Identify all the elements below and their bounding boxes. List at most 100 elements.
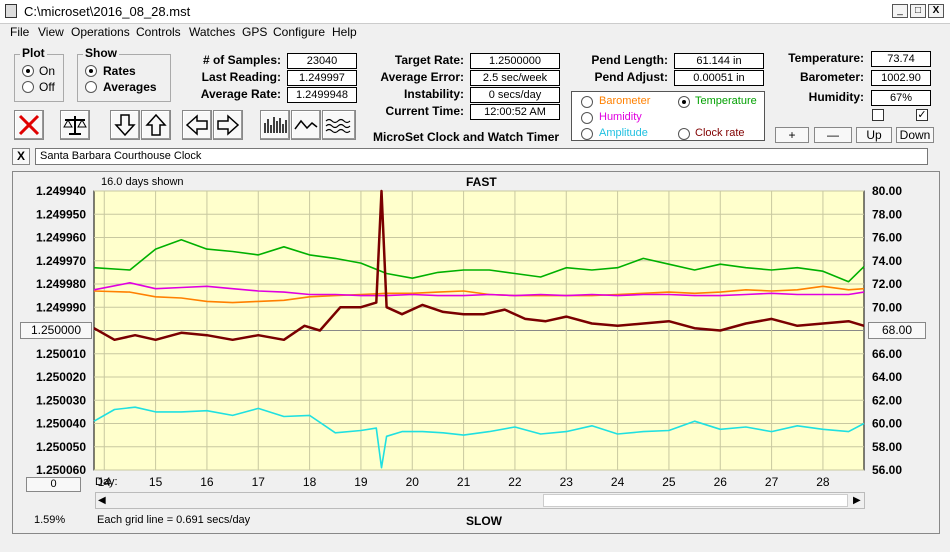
show-rates-label: Rates [103,64,136,78]
center-temp-button[interactable]: 68.00 [868,322,926,339]
minimize-button[interactable]: _ [892,4,908,18]
left-tick-label: 1.250010 [36,347,86,361]
left-tick-label: 1.250020 [36,370,86,384]
last-reading-label: Last Reading: [201,70,281,84]
pend-length-field[interactable]: 61.144 in [674,53,764,69]
left-tick-label: 1.249950 [36,207,86,221]
right-tick-label: 66.00 [872,347,902,361]
menu-controls[interactable]: Controls [136,25,181,39]
left-tick-label: 1.250030 [36,393,86,407]
scroll-right-icon[interactable]: ▶ [853,495,861,506]
temperature-series-line [93,239,865,283]
plot-on-radio[interactable] [22,65,34,77]
x-axis-ticks: 14 15 16 17 18 19 20 21 22 23 24 25 26 27 28 [98,475,830,489]
average-rate-label: Average Rate: [200,87,281,101]
menu-help[interactable]: Help [332,25,357,39]
option-checkbox-2[interactable]: ✓ [916,109,928,121]
ripple-view-button[interactable] [322,110,356,140]
menu-configure[interactable]: Configure [273,25,326,39]
center-rate-button[interactable]: 1.250000 [20,322,92,339]
scroll-left-button[interactable] [182,110,212,140]
right-tick-label: 80.00 [872,184,902,198]
amplitude-option[interactable]: Amplitude [599,127,648,139]
menu-file[interactable]: File [10,25,30,39]
histogram-view-button[interactable] [260,110,290,140]
menu-operations[interactable]: Operations [71,25,130,39]
wave-view-button[interactable] [291,110,321,140]
x-tick-label: 20 [406,475,420,489]
minus-button[interactable]: — [814,127,852,143]
left-tick-label: 1.249940 [36,184,86,198]
app-caption: MicroSet Clock and Watch Timer [373,130,560,144]
show-averages-radio[interactable] [85,81,97,93]
close-button[interactable]: X [928,4,944,18]
up-button[interactable]: Up [856,127,892,143]
target-rate-field[interactable]: 1.2500000 [470,53,560,69]
barometer-radio[interactable] [581,96,593,108]
average-error-label: Average Error: [380,70,464,84]
bars-icon [264,117,287,133]
right-tick-label: 76.00 [872,231,902,245]
right-tick-label: 58.00 [872,440,902,454]
barometer-option[interactable]: Barometer [599,95,651,107]
arrow-right-icon [217,114,240,136]
target-rate-label: Target Rate: [394,53,464,67]
window-title: C:\microset\2016_08_28.mst [24,4,191,19]
current-time-field: 12:00:52 AM [470,104,560,120]
zero-button[interactable]: 0 [26,477,81,492]
clock-rate-radio[interactable] [678,128,690,140]
x-tick-label: 22 [508,475,522,489]
left-tick-label: 1.250060 [36,463,86,477]
scrollbar-thumb[interactable] [543,494,848,507]
clock-name-input[interactable]: Santa Barbara Courthouse Clock [35,148,928,165]
right-tick-label: 62.00 [872,393,902,407]
scroll-left-icon[interactable]: ◀ [98,495,106,506]
rate-series-line [93,189,865,342]
plus-button[interactable]: + [775,127,809,143]
x-tick-label: 28 [816,475,830,489]
arrow-left-icon [185,114,208,136]
left-tick-label: 1.249970 [36,254,86,268]
temperature-option[interactable]: Temperature [695,95,757,107]
x-tick-label: 16 [200,475,214,489]
humidity-option[interactable]: Humidity [599,111,642,123]
current-time-label: Current Time: [385,104,464,118]
humidity-label: Humidity: [808,90,864,104]
x-tick-label: 18 [303,475,317,489]
samples-field: 23040 [287,53,357,69]
arrow-down-icon [114,114,136,137]
option-checkbox-1[interactable] [872,109,884,121]
ripple-icon [325,118,351,134]
clear-name-button[interactable]: X [12,148,30,165]
down-button[interactable]: Down [896,127,934,143]
title-bar: C:\microset\2016_08_28.mst _ □ X [0,0,950,24]
clock-rate-option[interactable]: Clock rate [695,127,745,139]
x-tick-label: 21 [457,475,471,489]
humidity-series-line [93,282,865,297]
temperature-radio[interactable] [678,96,690,108]
right-tick-label: 70.00 [872,300,902,314]
barometer-field: 1002.90 [871,70,931,86]
shift-up-button[interactable] [141,110,171,140]
plot-off-radio[interactable] [22,81,34,93]
stop-button[interactable] [14,110,44,140]
menu-view[interactable]: View [38,25,64,39]
humidity-radio[interactable] [581,112,593,124]
left-tick-label: 1.250050 [36,440,86,454]
menu-watches[interactable]: Watches [189,25,236,39]
stop-x-icon [18,114,40,136]
scale-icon [63,116,87,135]
show-rates-radio[interactable] [85,65,97,77]
shift-down-button[interactable] [110,110,140,140]
scroll-right-button[interactable] [213,110,243,140]
x-tick-label: 17 [252,475,266,489]
amplitude-radio[interactable] [581,128,593,140]
menu-bar: File View Operations Controls Watches GP… [0,24,950,42]
horizontal-scrollbar[interactable]: ◀ ▶ [95,492,865,509]
percent-readout: 1.59% [34,514,66,526]
maximize-button[interactable]: □ [910,4,926,18]
samples-label: # of Samples: [202,53,281,67]
calibrate-button[interactable] [60,110,90,140]
menu-gps[interactable]: GPS [242,25,268,39]
